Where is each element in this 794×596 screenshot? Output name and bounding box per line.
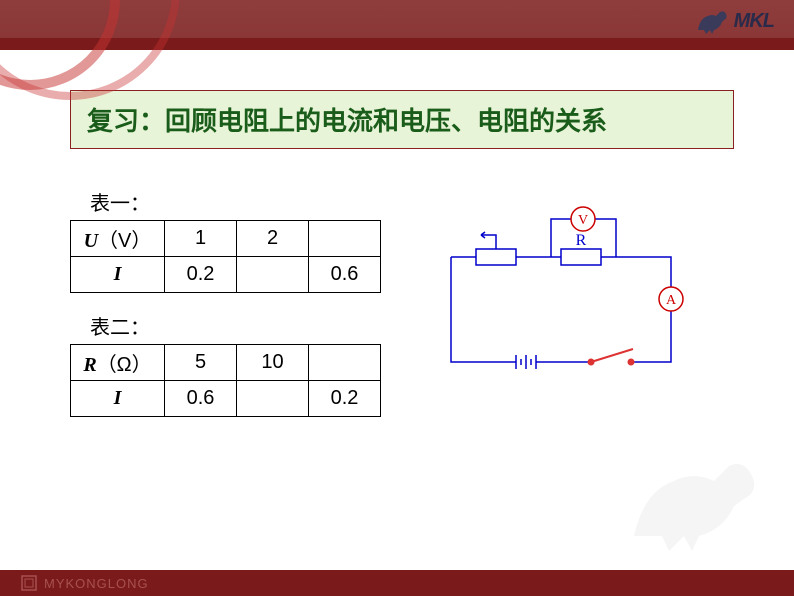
header-bar: MKL <box>0 0 794 50</box>
table-row: U（V） 1 2 <box>71 221 381 257</box>
table-cell: 10 <box>237 345 309 381</box>
table1-label: 表一： <box>90 187 381 216</box>
table2-label: 表二： <box>90 311 381 340</box>
circuit-diagram: V R A <box>421 197 701 387</box>
table-cell <box>309 221 381 257</box>
slide-content: 复习：回顾电阻上的电流和电压、电阻的关系 表一： U（V） 1 2 I 0.2 … <box>0 50 794 435</box>
table-cell <box>237 381 309 417</box>
table1-row1-header: U（V） <box>71 221 165 257</box>
table1: U（V） 1 2 I 0.2 0.6 <box>70 220 381 293</box>
table2-row1-header: R（Ω） <box>71 345 165 381</box>
tables-column: 表一： U（V） 1 2 I 0.2 0.6 表二： R（Ω） <box>70 187 381 435</box>
table1-row2-header: I <box>71 257 165 293</box>
watermark-dino-icon <box>624 451 764 556</box>
ammeter-label: A <box>666 293 677 308</box>
table-cell: 2 <box>237 221 309 257</box>
table-cell: 0.6 <box>309 257 381 293</box>
table-cell: 1 <box>165 221 237 257</box>
title-box: 复习：回顾电阻上的电流和电压、电阻的关系 <box>70 90 734 149</box>
footer-bar: MYKONGLONG <box>0 570 794 596</box>
header-logo: MKL <box>694 8 774 34</box>
slide-title: 复习：回顾电阻上的电流和电压、电阻的关系 <box>87 101 717 138</box>
table-cell <box>237 257 309 293</box>
table-row: R（Ω） 5 10 <box>71 345 381 381</box>
table2-row2-header: I <box>71 381 165 417</box>
voltmeter-label: V <box>578 213 588 228</box>
footer-icon <box>20 574 38 592</box>
resistor-label: R <box>576 232 587 249</box>
table2: R（Ω） 5 10 I 0.6 0.2 <box>70 344 381 417</box>
circuit-svg: V R A <box>421 197 701 387</box>
table-row: I 0.6 0.2 <box>71 381 381 417</box>
dino-icon <box>694 8 730 34</box>
table-cell: 5 <box>165 345 237 381</box>
table-cell: 0.2 <box>165 257 237 293</box>
table-cell: 0.6 <box>165 381 237 417</box>
footer-text: MYKONGLONG <box>44 576 149 591</box>
table-cell <box>309 345 381 381</box>
logo-text: MKL <box>734 10 774 33</box>
table-row: I 0.2 0.6 <box>71 257 381 293</box>
table-cell: 0.2 <box>309 381 381 417</box>
tables-and-circuit-row: 表一： U（V） 1 2 I 0.2 0.6 表二： R（Ω） <box>70 187 734 435</box>
